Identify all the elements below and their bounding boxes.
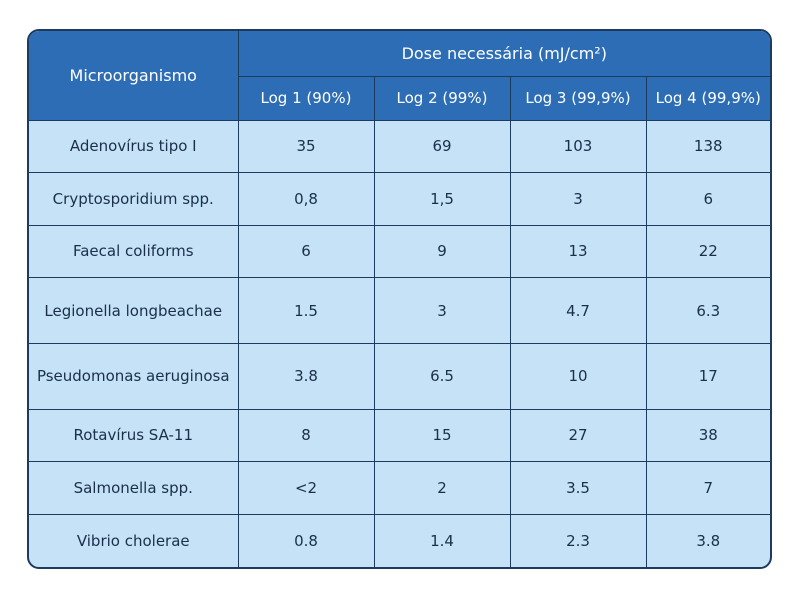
table-row: Rotavírus SA-11 8 15 27 38 <box>29 408 770 463</box>
header-log-4: Log 4 (99,9%) <box>645 75 770 121</box>
dose-cell: 1.4 <box>373 513 511 567</box>
dose-cell: 6.5 <box>373 342 511 410</box>
dose-cell: 3.8 <box>645 513 770 567</box>
dose-cell: 8 <box>237 408 375 463</box>
dose-cell: 3 <box>373 277 511 344</box>
dose-cell: 138 <box>645 119 770 174</box>
dose-cell: 69 <box>373 119 511 174</box>
header-row-1: Microorganismo Dose necessária (mJ/cm²) <box>29 31 770 121</box>
dose-cell: 9 <box>373 224 511 279</box>
dose-cell: 3 <box>509 172 647 226</box>
dose-cell: 13 <box>509 224 647 279</box>
dose-cell: 3.5 <box>509 461 647 515</box>
dose-cell: 17 <box>645 342 770 410</box>
organism-cell: Rotavírus SA-11 <box>29 408 239 463</box>
organism-cell: Cryptosporidium spp. <box>29 172 239 226</box>
dose-cell: 7 <box>645 461 770 515</box>
organism-cell: Legionella longbeachae <box>29 277 239 344</box>
header-microorganism: Microorganismo <box>29 31 239 121</box>
organism-cell: Salmonella spp. <box>29 461 239 515</box>
dose-cell: 1.5 <box>237 277 375 344</box>
dose-cell: 6.3 <box>645 277 770 344</box>
uv-dose-table: Microorganismo Dose necessária (mJ/cm²) … <box>27 29 772 569</box>
dose-cell: 10 <box>509 342 647 410</box>
table-row: Vibrio cholerae 0.8 1.4 2.3 3.8 <box>29 513 770 567</box>
dose-cell: 3.8 <box>237 342 375 410</box>
dose-cell: 2.3 <box>509 513 647 567</box>
table-row: Cryptosporidium spp. 0,8 1,5 3 6 <box>29 172 770 226</box>
dose-cell: 6 <box>645 172 770 226</box>
dose-cell: <2 <box>237 461 375 515</box>
organism-cell: Adenovírus tipo I <box>29 119 239 174</box>
dose-cell: 35 <box>237 119 375 174</box>
dose-cell: 0,8 <box>237 172 375 226</box>
dose-cell: 27 <box>509 408 647 463</box>
dose-cell: 22 <box>645 224 770 279</box>
dose-cell: 4.7 <box>509 277 647 344</box>
header-log-2: Log 2 (99%) <box>373 75 511 121</box>
dose-table: Microorganismo Dose necessária (mJ/cm²) … <box>29 31 770 567</box>
organism-cell: Vibrio cholerae <box>29 513 239 567</box>
dose-cell: 0.8 <box>237 513 375 567</box>
header-log-3: Log 3 (99,9%) <box>509 75 647 121</box>
organism-cell: Faecal coliforms <box>29 224 239 279</box>
header-row-2: Log 1 (90%) Log 2 (99%) Log 3 (99,9%) Lo… <box>29 75 770 121</box>
organism-cell: Pseudomonas aeruginosa <box>29 342 239 410</box>
dose-cell: 2 <box>373 461 511 515</box>
dose-cell: 103 <box>509 119 647 174</box>
table-row: Pseudomonas aeruginosa 3.8 6.5 10 17 <box>29 342 770 410</box>
dose-cell: 6 <box>237 224 375 279</box>
dose-cell: 15 <box>373 408 511 463</box>
dose-cell: 1,5 <box>373 172 511 226</box>
header-log-1: Log 1 (90%) <box>238 75 375 121</box>
header-dose: Dose necessária (mJ/cm²) <box>237 31 770 77</box>
dose-cell: 38 <box>645 408 770 463</box>
table-row: Adenovírus tipo I 35 69 103 138 <box>29 119 770 174</box>
table-row: Legionella longbeachae 1.5 3 4.7 6.3 <box>29 277 770 344</box>
table-row: Faecal coliforms 6 9 13 22 <box>29 224 770 279</box>
table-row: Salmonella spp. <2 2 3.5 7 <box>29 461 770 515</box>
